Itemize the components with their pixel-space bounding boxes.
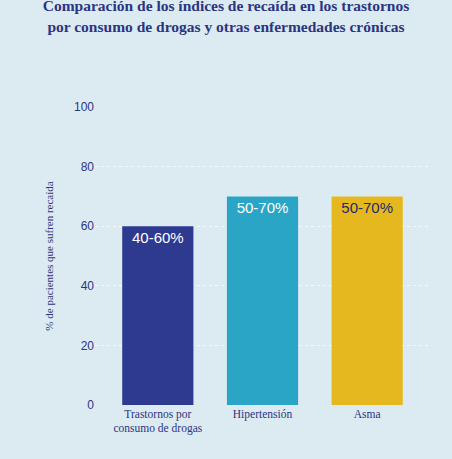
svg-text:40: 40 — [81, 279, 95, 293]
svg-text:80: 80 — [81, 160, 95, 174]
svg-text:60: 60 — [81, 219, 95, 233]
svg-text:50-70%: 50-70% — [341, 199, 393, 216]
svg-text:0: 0 — [87, 398, 94, 412]
svg-text:Trastornos porconsumo de droga: Trastornos porconsumo de drogas — [113, 408, 202, 436]
svg-text:Asma: Asma — [354, 408, 381, 420]
svg-text:% de pacientes que sufren reca: % de pacientes que sufren recaída — [43, 181, 55, 330]
svg-text:20: 20 — [81, 339, 95, 353]
svg-text:100: 100 — [74, 100, 94, 114]
svg-text:Hipertensión: Hipertensión — [233, 408, 293, 421]
svg-text:40-60%: 40-60% — [132, 229, 184, 246]
svg-text:Comparación de los índices de: Comparación de los índices de recaída en… — [43, 0, 410, 35]
svg-text:50-70%: 50-70% — [237, 199, 289, 216]
